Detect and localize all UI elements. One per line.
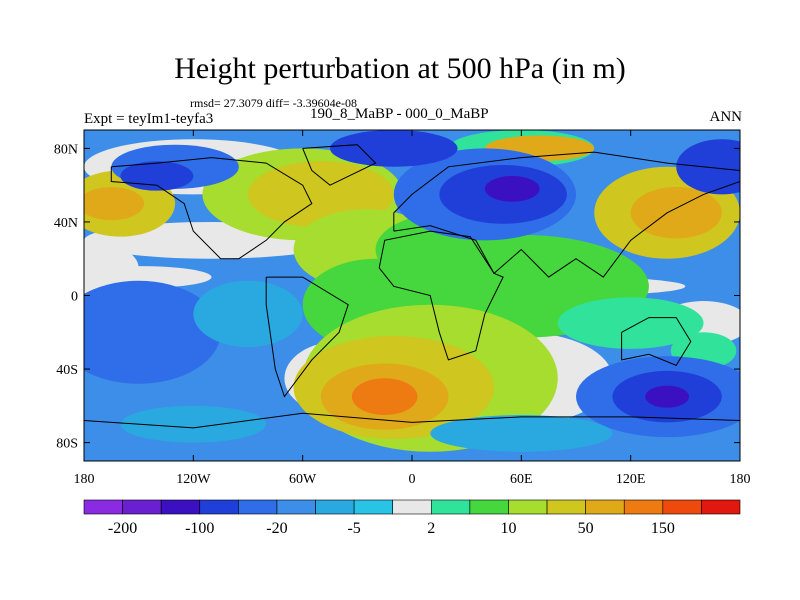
field-plot: [84, 130, 740, 461]
colorbar-label: 150: [651, 520, 675, 537]
coastline: [302, 144, 377, 186]
colorbar-swatch: [430, 499, 471, 515]
colorbar-label: -100: [185, 520, 214, 537]
colorbar-swatch: [392, 499, 432, 515]
colorbar-swatch: [353, 499, 394, 515]
field-contour-blob: [84, 187, 145, 221]
colorbar-label: -20: [266, 520, 287, 537]
colorbar-swatch: [160, 499, 201, 515]
x-tick-label: 180: [74, 472, 95, 487]
map-axes: 180 120W 60W 0 60E 120E 180 80N 40N 0 40S 80S: [54, 130, 751, 487]
field-contour-blob: [84, 280, 221, 384]
coastline: [378, 230, 504, 361]
colorbar-swatch: [199, 499, 239, 515]
field-contour-blob: [330, 130, 458, 167]
coastline-lines: [84, 144, 740, 429]
colorbar-label: 50: [578, 520, 594, 537]
colorbar-label: 2: [427, 520, 435, 537]
colorbar-swatch: [315, 499, 355, 515]
x-tick-label: 180: [730, 472, 751, 487]
season-label: ANN: [709, 109, 743, 125]
colorbar-swatch: [546, 499, 586, 515]
coastline: [110, 157, 313, 260]
field-contour-blob: [120, 405, 267, 443]
case-label: 190_8_MaBP - 000_0_MaBP: [310, 106, 489, 122]
y-tick-label: 0: [71, 290, 78, 305]
chart-title: Height perturbation at 500 hPa (in m): [174, 52, 626, 85]
x-tick-label: 0: [409, 472, 416, 487]
field-contour-blob: [484, 175, 540, 202]
field-contour-blob: [120, 161, 194, 191]
y-tick-label: 80S: [56, 437, 78, 452]
x-tick-label: 60W: [289, 472, 317, 487]
y-tick-label: 40S: [56, 363, 78, 378]
field-contour-blob: [193, 280, 303, 347]
x-tick-label: 120W: [176, 472, 211, 487]
x-tick-label: 120E: [616, 472, 646, 487]
colorbar-swatch: [122, 499, 162, 515]
field-contour-blob: [557, 297, 704, 349]
field-contour-blob: [430, 415, 613, 452]
y-tick-label: 80N: [54, 142, 78, 157]
field-contour-blob: [645, 385, 689, 408]
colorbar-swatch: [623, 499, 664, 515]
colorbar-label: 10: [500, 520, 516, 537]
coastline: [84, 412, 740, 429]
colorbar-swatch: [469, 499, 509, 515]
colorbar-swatch: [701, 499, 741, 515]
stats-label: rmsd= 27.3079 diff= -3.39604e-08: [190, 96, 357, 110]
colorbar-label: -5: [347, 520, 360, 537]
colorbar-swatch: [238, 499, 278, 515]
coastline: [265, 276, 349, 398]
colorbar: -200 -100 -20 -5 2 10 50 150: [83, 499, 741, 537]
colorbar-swatch: [662, 499, 702, 515]
coastline: [621, 317, 692, 367]
experiment-label: Expt = teyIm1-teyfa3: [84, 111, 214, 127]
colorbar-swatch: [276, 499, 316, 515]
y-tick-label: 40N: [54, 216, 78, 231]
coastline: [393, 151, 740, 278]
field-contour-blob: [676, 139, 740, 195]
colorbar-swatch: [83, 499, 123, 515]
field-contour-blob: [630, 187, 722, 239]
colorbar-label: -200: [108, 520, 137, 537]
colorbar-swatch: [585, 499, 625, 515]
x-tick-label: 60E: [510, 472, 533, 487]
colorbar-swatch: [508, 499, 548, 515]
field-contour-blob: [351, 378, 418, 416]
